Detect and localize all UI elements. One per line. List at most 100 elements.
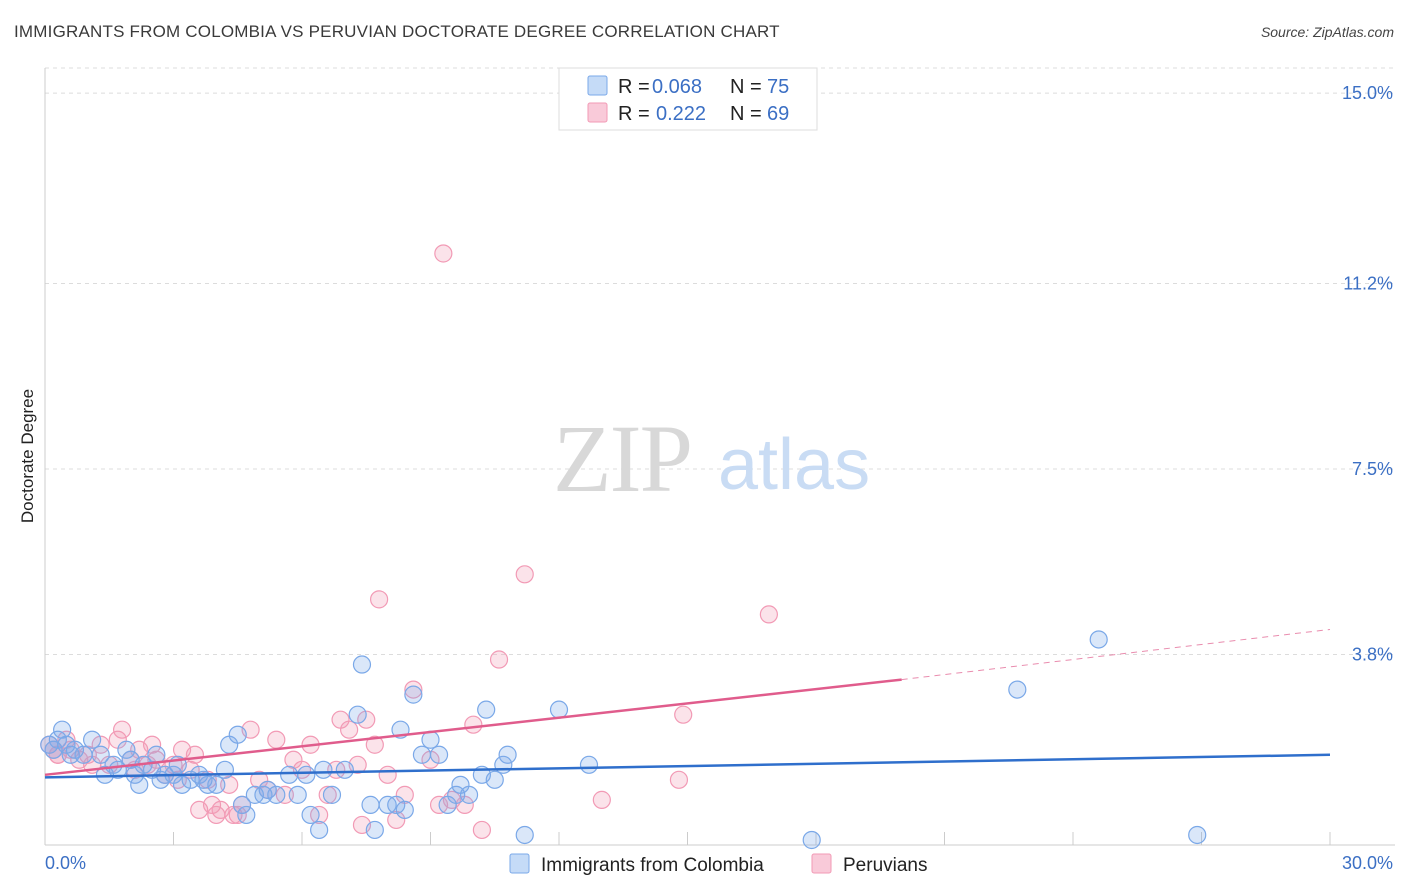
peruvian-point: [434, 244, 453, 263]
colombia-point: [314, 760, 333, 779]
colombia-trend-line: [44, 753, 1331, 779]
colombia-point: [429, 745, 449, 764]
bottom-legend-label-peruvians: Peruvians: [843, 855, 928, 876]
peruvian-trend-extension: [901, 628, 1331, 681]
peruvian-point: [318, 785, 337, 804]
colombia-point: [267, 785, 286, 804]
colombia-point: [207, 775, 226, 794]
y-tick-labels: 3.8% 7.5% 11.2% 15.0%: [1342, 83, 1393, 664]
colombia-point: [130, 775, 149, 794]
y-axis-title: Doctorate Degree: [18, 389, 37, 523]
peruvian-point: [464, 715, 483, 734]
legend-n-label-peruvians: N =: [730, 103, 762, 125]
peruvian-point: [669, 770, 689, 789]
colombia-point: [498, 745, 517, 764]
y-tick-label: 7.5%: [1352, 459, 1393, 479]
colombia-point: [91, 745, 110, 764]
legend-r-value-peruvians: 0.222: [656, 103, 706, 125]
peruvian-point: [365, 735, 384, 754]
peruvian-point: [674, 705, 693, 724]
colombia-point: [515, 825, 534, 845]
colombia-point: [301, 805, 320, 825]
colombia-point: [477, 700, 496, 719]
colombia-point: [228, 725, 247, 744]
colombia-point: [579, 755, 599, 774]
colombia-point: [365, 820, 384, 840]
peruvian-point: [185, 745, 205, 764]
watermark: ZIP atlas: [553, 405, 870, 512]
colombia-point: [335, 760, 354, 779]
y-tick-label: 3.8%: [1352, 645, 1393, 665]
colombia-point: [1008, 680, 1027, 699]
colombia-point: [802, 830, 821, 850]
series-legend: Immigrants from Colombia Peruvians: [509, 853, 928, 876]
peruvian-point: [370, 590, 389, 609]
colombia-point: [485, 770, 504, 789]
colombia-point: [48, 730, 67, 749]
legend-r-label-colombia: R =: [618, 76, 650, 98]
colombia-point: [172, 775, 192, 794]
legend-n-value-peruvians: 69: [767, 103, 789, 125]
peruvian-point: [515, 565, 534, 584]
bottom-legend-swatch-colombia: [509, 853, 530, 874]
colombia-point: [310, 820, 329, 840]
colombia-point: [412, 745, 432, 764]
peruvian-point: [421, 750, 440, 769]
colombia-point: [288, 785, 307, 804]
colombia-point: [280, 765, 299, 784]
y-tick-label: 15.0%: [1342, 83, 1393, 103]
colombia-point: [297, 765, 316, 784]
peruvian-point: [357, 710, 376, 729]
colombia-point: [65, 740, 85, 759]
peruvian-point: [112, 720, 132, 739]
peruvian-point: [142, 735, 162, 754]
axes: [44, 68, 1395, 846]
colombia-point: [352, 655, 372, 674]
x-tick-label-max: 30.0%: [1342, 853, 1393, 873]
legend-r-value-colombia: 0.068: [652, 76, 702, 98]
peruvian-point: [489, 650, 509, 669]
colombia-point: [322, 785, 342, 804]
x-tick-labels: 0.0% 30.0%: [45, 853, 1393, 873]
peruvian-point: [202, 795, 222, 814]
colombia-point: [447, 785, 466, 804]
peruvian-trend-line: [44, 678, 902, 777]
colombia-point: [361, 795, 380, 814]
peruvian-point: [91, 735, 110, 754]
colombia-point: [1188, 825, 1207, 845]
colombia-point: [1089, 630, 1108, 649]
peruvian-point: [267, 730, 286, 749]
peruvian-point: [592, 790, 611, 809]
legend-n-value-colombia: 75: [767, 76, 789, 98]
peruvian-point: [472, 820, 491, 840]
correlation-legend: R = 0.068 N = 75 R = 0.222 N = 69: [558, 67, 818, 131]
legend-n-label-colombia: N =: [730, 76, 762, 98]
bottom-legend-swatch-peruvians: [811, 853, 832, 874]
colombia-point: [348, 705, 367, 724]
colombia-point: [83, 730, 102, 749]
watermark-atlas: atlas: [718, 425, 870, 505]
colombia-point: [387, 795, 406, 814]
colombia-point: [53, 720, 72, 739]
colombia-point: [232, 795, 252, 814]
grid-lines: [45, 67, 1395, 656]
peruvian-point: [340, 720, 359, 739]
colombia-point: [404, 685, 423, 704]
trend-lines: [44, 628, 1331, 779]
legend-r-label-peruvians: R =: [618, 103, 650, 125]
colombia-point: [459, 785, 479, 804]
colombia-point: [74, 745, 93, 764]
peruvian-point: [404, 680, 423, 699]
legend-swatch-colombia: [587, 75, 608, 96]
x-tick-label-min: 0.0%: [45, 853, 86, 873]
chart-title: IMMIGRANTS FROM COLOMBIA VS PERUVIAN DOC…: [14, 22, 780, 41]
bottom-legend-label-colombia: Immigrants from Colombia: [541, 855, 764, 876]
watermark-zip: ZIP: [553, 405, 691, 512]
colombia-point: [258, 780, 277, 799]
colombia-point: [395, 800, 414, 820]
colombia-point: [215, 760, 234, 779]
colombia-point: [117, 740, 136, 759]
peruvian-point: [759, 605, 778, 624]
legend-swatch-peruvians: [587, 102, 608, 123]
